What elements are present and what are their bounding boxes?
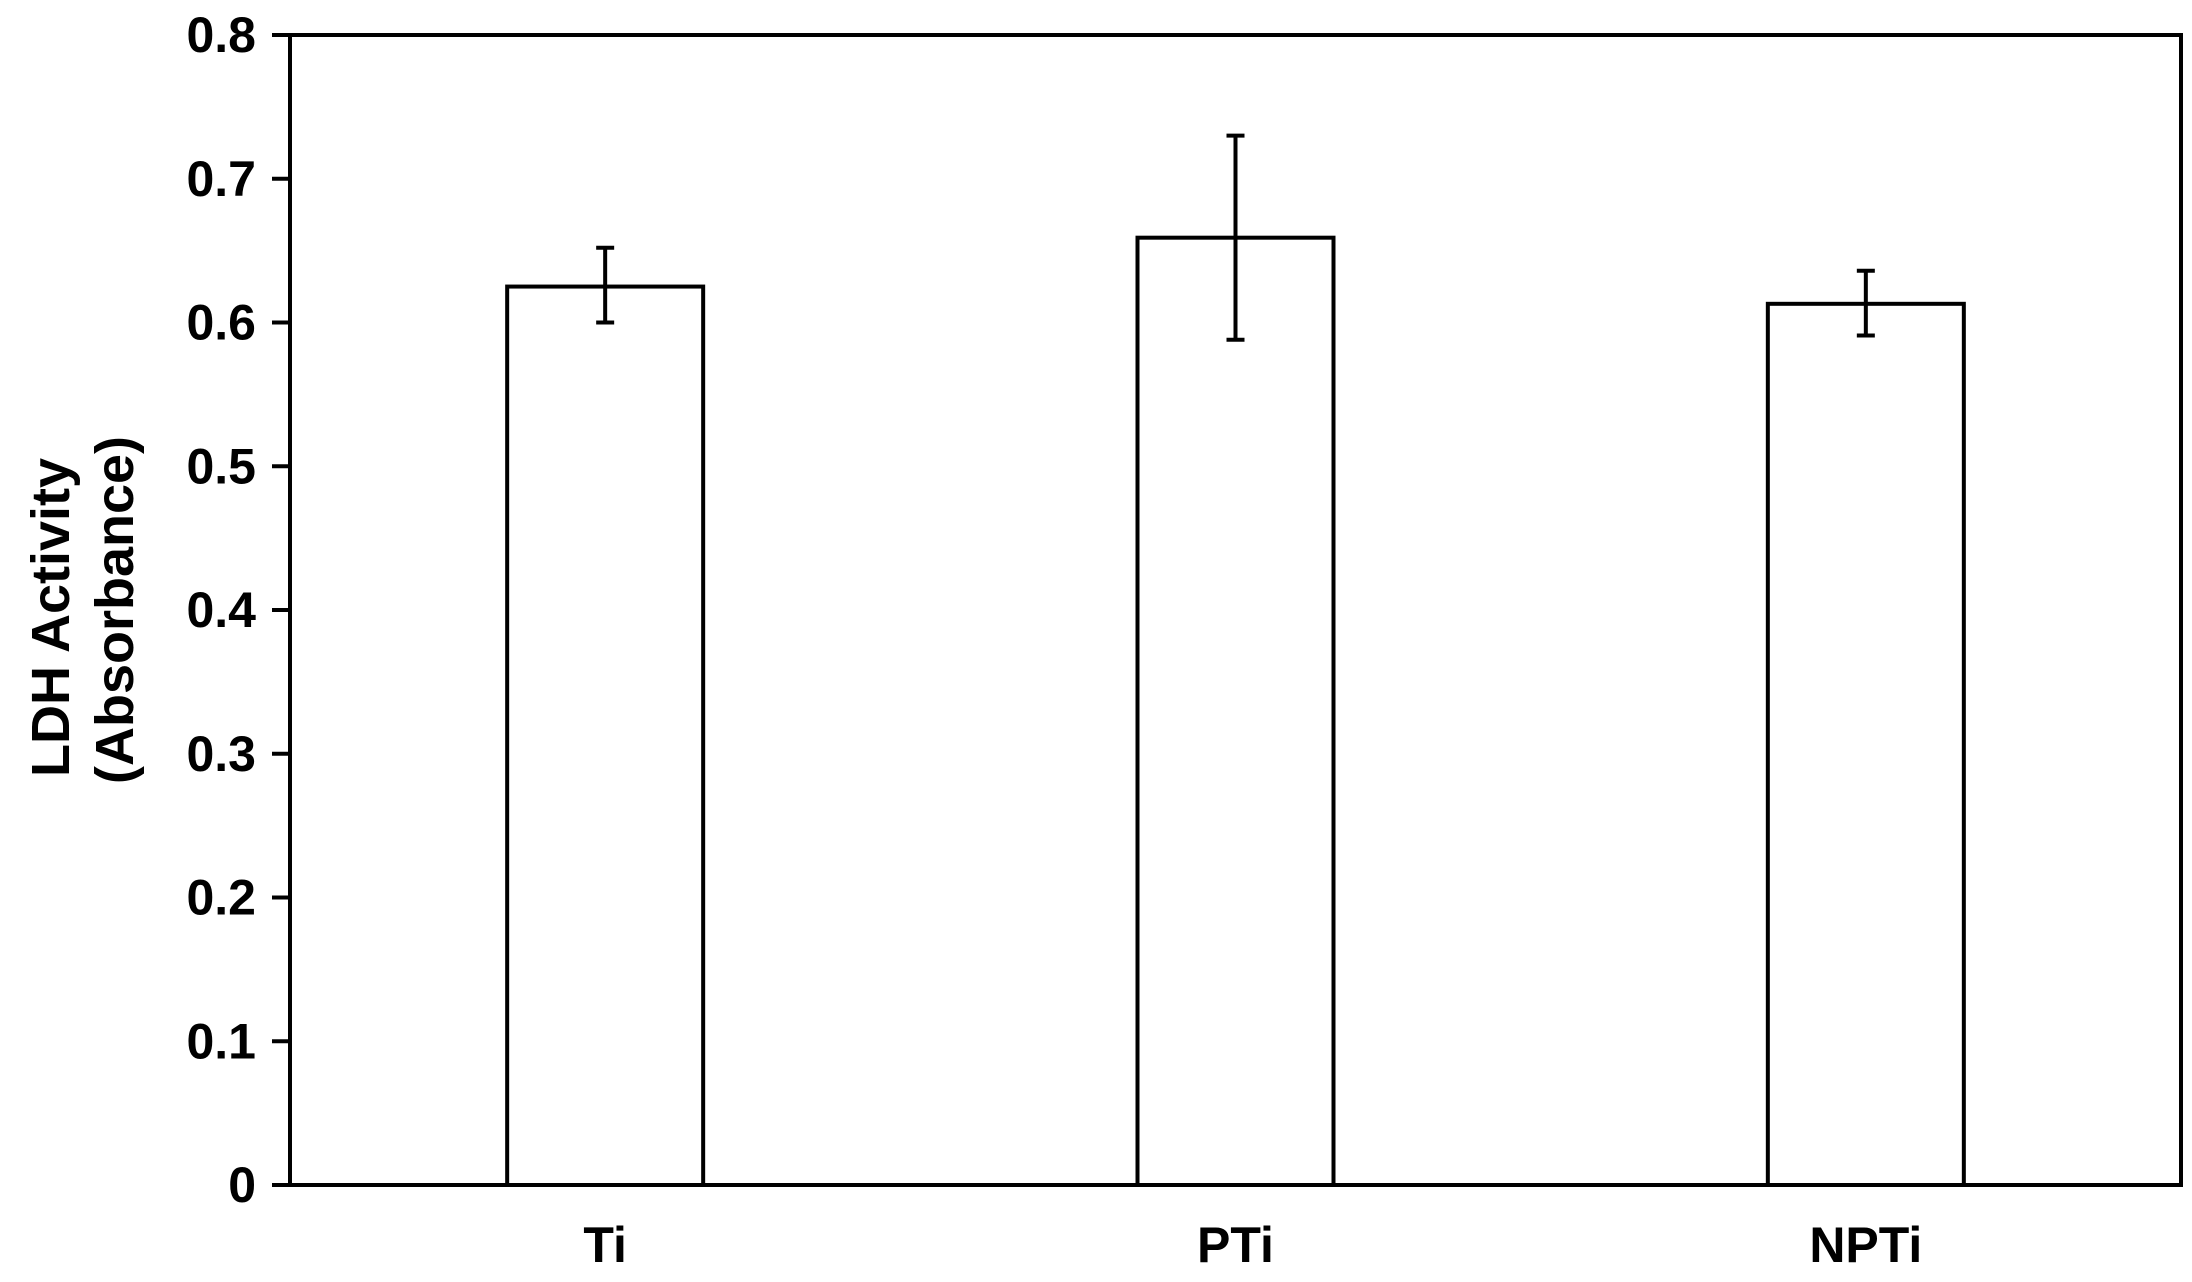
x-tick-label-pti: PTi <box>1197 1217 1274 1273</box>
bars <box>505 235 1966 1187</box>
y-axis-title: LDH Activity (Absorbance) <box>21 436 145 784</box>
y-axis-title-line-2: (Absorbance) <box>85 436 145 784</box>
x-tick-label-npti: NPTi <box>1809 1217 1922 1273</box>
y-tick-label: 0.2 <box>186 870 256 926</box>
bar-pti <box>1135 235 1336 1187</box>
y-tick-label: 0 <box>228 1157 256 1213</box>
error-bars <box>596 133 1875 342</box>
y-tick-label: 0.8 <box>186 7 256 63</box>
y-tick-label: 0.1 <box>186 1013 256 1069</box>
y-tick-label: 0.6 <box>186 295 256 351</box>
bar-ti <box>505 284 706 1187</box>
y-axis-tick-labels: 0 0.1 0.2 0.3 0.4 0.5 0.6 0.7 0.8 <box>186 7 256 1213</box>
y-tick-label: 0.4 <box>186 582 256 638</box>
y-axis-title-line-1: LDH Activity <box>21 458 81 777</box>
y-axis-ticks <box>272 33 290 1187</box>
x-axis-tick-labels: Ti PTi NPTi <box>583 1217 1922 1273</box>
y-tick-label: 0.3 <box>186 726 256 782</box>
y-tick-label: 0.7 <box>186 151 256 207</box>
y-tick-label: 0.5 <box>186 438 256 494</box>
x-tick-label-ti: Ti <box>583 1217 627 1273</box>
bar-npti <box>1765 301 1966 1187</box>
